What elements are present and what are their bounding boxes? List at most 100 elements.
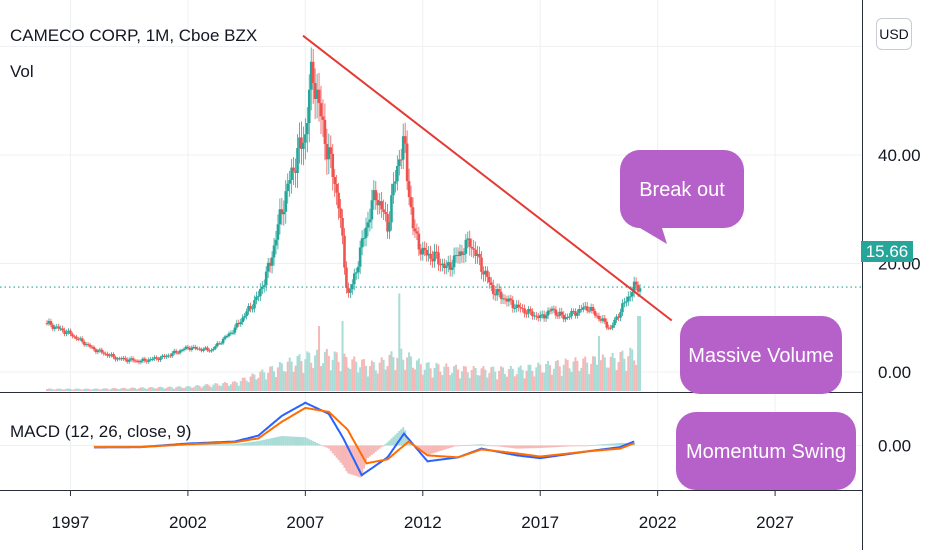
macd-histogram-bar xyxy=(274,437,277,446)
candle xyxy=(433,243,436,268)
volume-bar xyxy=(271,365,274,391)
macd-histogram-bar xyxy=(406,436,409,446)
candle-body xyxy=(305,123,309,135)
candle-body xyxy=(466,238,470,240)
macd-histogram-bar xyxy=(128,445,131,447)
candle-body xyxy=(368,219,372,223)
candle xyxy=(540,310,544,319)
macd-histogram-bar xyxy=(347,445,350,474)
candle-body xyxy=(208,350,211,352)
volume-bar xyxy=(53,389,56,391)
candle-body xyxy=(382,209,385,212)
candle-body xyxy=(69,330,72,335)
macd-histogram-bar xyxy=(298,436,301,446)
macd-histogram-bar xyxy=(478,444,481,446)
candle xyxy=(597,312,601,322)
volume-bar xyxy=(122,387,125,391)
volume-bar xyxy=(543,372,546,391)
candle xyxy=(116,357,119,362)
macd-histogram-bar xyxy=(586,445,589,447)
macd-histogram-bar xyxy=(267,438,270,446)
macd-histogram-bar xyxy=(319,444,322,446)
candle xyxy=(114,355,117,362)
macd-histogram-bar xyxy=(621,442,624,446)
macd-histogram-bar xyxy=(503,445,506,448)
x-tick-label: 1997 xyxy=(52,513,90,532)
volume-bar xyxy=(425,362,428,391)
macd-histogram-bar xyxy=(249,442,252,446)
candle xyxy=(472,239,475,259)
macd-histogram-bar xyxy=(408,441,411,446)
candle-body xyxy=(245,311,248,317)
volume-bar xyxy=(118,389,121,391)
candle-body xyxy=(634,281,638,285)
candle-body xyxy=(464,239,468,254)
currency-button[interactable]: USD xyxy=(876,18,912,50)
candle-body xyxy=(529,308,532,312)
candle xyxy=(217,341,221,346)
candle-body xyxy=(517,304,520,308)
volume-bar xyxy=(212,384,215,391)
candle xyxy=(431,250,434,268)
volume-bar xyxy=(110,388,113,391)
macd-histogram-bar xyxy=(120,445,123,447)
callout-text: Massive Volume xyxy=(688,345,834,367)
macd-histogram-bar xyxy=(366,445,369,459)
macd-histogram-bar xyxy=(361,445,364,477)
candle xyxy=(84,341,88,347)
candle xyxy=(155,355,158,361)
volume-bar xyxy=(319,366,322,391)
candle-body xyxy=(282,211,286,215)
current-price-tag: 15.66 xyxy=(861,241,913,262)
macd-histogram-bar xyxy=(386,442,389,446)
candle-body xyxy=(227,333,231,336)
volume-bar xyxy=(235,382,238,391)
candle xyxy=(523,304,526,318)
candle xyxy=(102,350,106,356)
candle xyxy=(446,255,450,273)
candle-body xyxy=(497,289,501,292)
candle xyxy=(558,307,562,319)
candle xyxy=(325,128,329,175)
candle xyxy=(122,355,125,362)
volume-bar xyxy=(92,388,95,391)
candle xyxy=(276,214,280,250)
candle-body xyxy=(468,238,472,247)
candle-body xyxy=(270,257,274,266)
candle-body xyxy=(337,192,340,209)
candle xyxy=(80,336,84,344)
y-tick-label: 40.00 xyxy=(878,146,921,165)
candle-body xyxy=(572,310,575,312)
volume-bar xyxy=(474,368,477,391)
candle xyxy=(466,231,470,249)
candle xyxy=(284,180,288,224)
volume-bar xyxy=(71,389,74,391)
candle-body xyxy=(180,350,184,352)
candle-body xyxy=(548,310,552,312)
macd-histogram-bar xyxy=(613,443,616,446)
candle-body xyxy=(423,247,427,250)
volume-bar xyxy=(570,371,573,391)
macd-histogram-bar xyxy=(261,440,264,446)
candle-body xyxy=(378,201,382,206)
volume-bar xyxy=(198,385,201,391)
volume-bar xyxy=(572,361,575,391)
volume-bar xyxy=(290,361,293,391)
candle-body xyxy=(341,217,344,236)
volume-bar xyxy=(519,365,522,391)
candle-body xyxy=(476,253,479,256)
candle-body xyxy=(71,334,74,337)
macd-histogram-bar xyxy=(560,445,563,447)
macd-histogram-bar xyxy=(251,441,254,446)
volume-bar xyxy=(233,381,236,391)
volume-bar xyxy=(529,364,532,391)
candle xyxy=(595,312,599,319)
candle-body xyxy=(49,321,53,325)
candle-body xyxy=(366,222,370,228)
candle xyxy=(76,336,80,342)
candle-body xyxy=(607,327,611,329)
volume-bar xyxy=(182,388,185,391)
volume-bar xyxy=(635,364,638,391)
callout-box xyxy=(620,150,744,228)
